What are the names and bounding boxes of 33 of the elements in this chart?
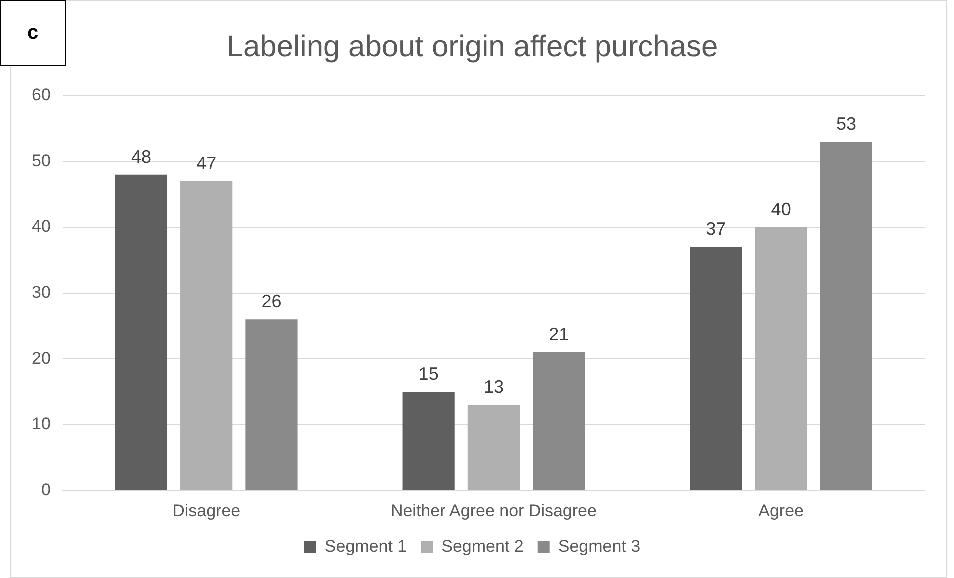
data-label: 26 (262, 292, 282, 312)
legend-label: Segment 1 (324, 537, 408, 556)
bar (468, 405, 520, 490)
data-label: 21 (549, 324, 570, 344)
y-tick-label: 10 (32, 414, 51, 434)
legend-label: Segment 3 (558, 537, 641, 556)
bar (246, 320, 298, 490)
x-tick-label: Agree (758, 501, 804, 520)
legend-label: Segment 2 (442, 537, 524, 556)
data-label: 13 (484, 377, 504, 398)
data-label: 48 (131, 146, 152, 167)
y-tick-label: 60 (32, 86, 51, 105)
data-label: 15 (418, 364, 439, 384)
bar (690, 247, 742, 490)
data-label: 40 (771, 200, 792, 220)
y-tick-label: 0 (41, 480, 51, 500)
bar (180, 181, 233, 490)
data-label: 47 (196, 153, 217, 174)
y-tick-label: 40 (32, 217, 51, 236)
text: c (0, 0, 66, 66)
bar (402, 392, 455, 490)
data-label: 37 (706, 219, 726, 240)
bar (755, 228, 808, 490)
bar (115, 174, 168, 490)
bar (533, 352, 586, 490)
y-tick-label: 30 (32, 282, 51, 302)
bar (820, 142, 873, 490)
data-label: 53 (836, 114, 856, 134)
y-tick-label: 20 (32, 348, 51, 368)
x-tick-label: Neither Agree nor Disagree (390, 501, 597, 520)
y-tick-label: 50 (32, 151, 51, 170)
x-tick-label: Disagree (172, 501, 241, 520)
chart-title: Labeling about origin affect purchase (226, 30, 718, 64)
